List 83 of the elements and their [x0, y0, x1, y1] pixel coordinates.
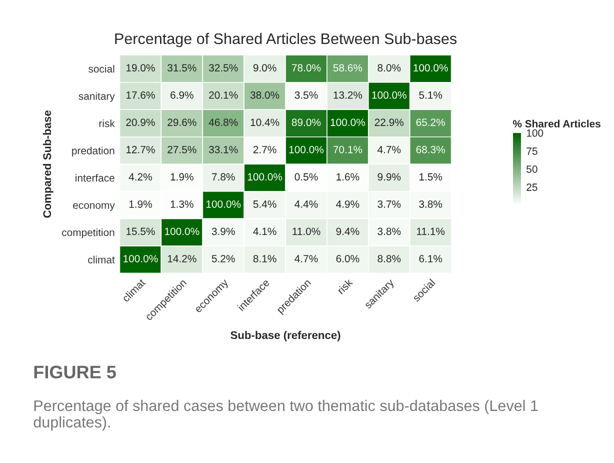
data-label: 20.1% — [209, 91, 238, 99]
data-label: 100.0% — [372, 91, 406, 99]
data-label: 9.9% — [378, 173, 401, 181]
y-tick-label: economy — [73, 203, 115, 211]
x-axis-title: Sub-base (reference) — [230, 330, 340, 342]
data-label: 9.4% — [336, 228, 360, 236]
data-label: 1.9% — [129, 200, 152, 208]
data-label: 4.7% — [377, 146, 401, 154]
data-label: 78.0% — [292, 64, 321, 72]
data-label: 33.1% — [208, 146, 238, 154]
data-label: 1.6% — [336, 173, 360, 181]
data-label: 8.0% — [378, 64, 401, 72]
data-label: 10.4% — [250, 118, 280, 126]
y-axis-title: Compared Sub-base — [42, 110, 54, 218]
data-label: 29.6% — [168, 118, 196, 126]
color-bar-title: % Shared Articles — [512, 120, 600, 128]
color-bar-label: 25 — [526, 184, 538, 191]
data-label: 38.0% — [250, 91, 280, 99]
data-label: 22.9% — [374, 118, 404, 126]
data-label: 12.7% — [126, 146, 155, 154]
data-label: 4.9% — [336, 200, 360, 208]
data-label: 100.0% — [206, 200, 241, 208]
data-label: 6.9% — [170, 91, 194, 99]
y-tick-label: predation — [72, 146, 114, 156]
data-label: 100.0% — [124, 254, 158, 262]
data-label: 11.0% — [292, 228, 320, 236]
data-label: 5.2% — [212, 254, 235, 262]
data-label: 7.8% — [212, 173, 235, 181]
data-label: 1.3% — [170, 200, 194, 208]
data-label: 17.6% — [126, 91, 155, 99]
data-label: 89.0% — [292, 118, 321, 126]
data-label: 65.2% — [416, 118, 445, 126]
data-label: 8.1% — [253, 254, 276, 262]
color-bar-label: 100 — [526, 129, 544, 137]
y-tick-label: risk — [99, 119, 115, 128]
data-label: 4.1% — [253, 228, 276, 236]
y-tick-label: sanitary — [78, 92, 115, 102]
data-label: 5.1% — [419, 91, 442, 99]
data-label: 58.6% — [333, 64, 362, 72]
data-label: 100.0% — [330, 118, 365, 126]
color-bar-label: 50 — [526, 165, 538, 173]
data-label: 100.0% — [414, 64, 448, 72]
y-tick-label: interface — [76, 174, 114, 182]
data-label: 70.1% — [333, 146, 362, 154]
chart-title: Percentage of Shared Articles Between Sub-bases — [115, 32, 457, 48]
data-label: 3.8% — [419, 200, 442, 208]
data-label: 4.7% — [294, 255, 318, 262]
y-tick-label: social — [88, 64, 114, 73]
data-label: 2.7% — [253, 146, 276, 154]
x-tick-label: risk — [336, 278, 354, 294]
y-tick-label: climat — [88, 256, 115, 264]
data-label: 5.4% — [253, 200, 276, 208]
data-label: 1.5% — [419, 173, 442, 181]
data-label: 3.7% — [378, 200, 401, 208]
data-label: 9.0% — [253, 64, 276, 72]
data-label: 46.8% — [208, 118, 238, 126]
data-label: 6.1% — [419, 254, 442, 262]
data-label: 4.4% — [294, 200, 318, 208]
data-label: 20.9% — [126, 118, 155, 126]
data-label: 100.0% — [289, 146, 324, 154]
caption: FIGURE 5 — [34, 366, 116, 378]
data-label: 100.0% — [248, 173, 282, 181]
data-label: 27.5% — [168, 146, 196, 154]
data-label: 3.5% — [294, 91, 318, 99]
data-label: 8.8% — [378, 254, 401, 262]
data-label: 14.2% — [168, 254, 196, 262]
data-label: 13.2% — [334, 91, 362, 99]
data-label: 3.9% — [212, 228, 235, 236]
data-label: 32.5% — [208, 64, 238, 72]
data-label: 6.0% — [336, 254, 360, 262]
data-label: 68.3% — [416, 146, 445, 154]
color-bar-label: 75 — [526, 148, 538, 155]
data-label: 100.0% — [165, 228, 200, 236]
data-label: 3.8% — [378, 228, 401, 236]
text: Percentage of shared cases between two thematic sub-databases (Level 1 duplicates). — [34, 400, 538, 431]
data-label: 15.5% — [126, 228, 155, 236]
data-label: 4.2% — [128, 173, 152, 181]
data-label: 1.9% — [170, 173, 194, 181]
data-label: 19.0% — [126, 64, 155, 72]
data-label: 11.1% — [416, 228, 445, 236]
y-tick-label: competition — [62, 228, 114, 238]
data-label: 31.5% — [168, 64, 196, 72]
data-label: 0.5% — [294, 173, 318, 181]
